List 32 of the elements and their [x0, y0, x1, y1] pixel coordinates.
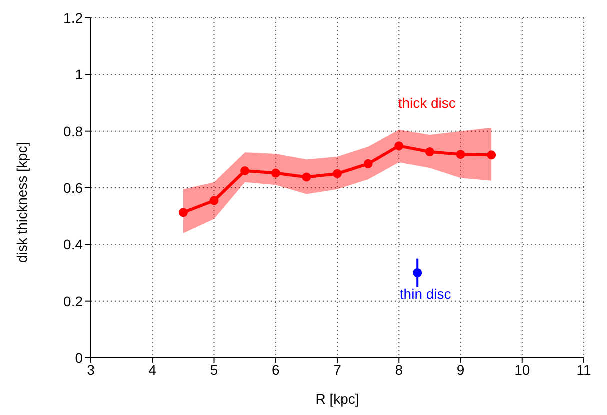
point [210, 196, 219, 206]
y-tick-label: 0.8 [64, 123, 84, 140]
x-axis-title: R [kpc] [316, 391, 360, 407]
y-tick-label: 0 [75, 350, 84, 366]
x-tick-label: 7 [334, 362, 342, 378]
point [240, 166, 250, 176]
x-tick-label: 11 [576, 362, 592, 378]
point [178, 208, 188, 218]
x-tick-label: 6 [272, 362, 280, 378]
series-label: thin disc [400, 286, 452, 302]
point [456, 150, 466, 160]
point [425, 148, 434, 157]
x-tick-label: 4 [148, 362, 157, 378]
y-tick-label: 1 [75, 66, 84, 83]
x-tick-label: 8 [395, 362, 404, 378]
y-tick-label: 0.4 [64, 236, 84, 253]
y-tick-label: 0.2 [64, 293, 84, 310]
point [364, 159, 373, 168]
y-axis-title: disk thickness [kpc] [14, 142, 30, 263]
y-tick-label: 0.6 [64, 180, 84, 196]
text: thick disc [398, 94, 456, 111]
point [333, 169, 342, 178]
point [302, 172, 312, 182]
point [271, 168, 280, 178]
y-tick-label: 1.2 [64, 10, 84, 26]
x-tick-label: 9 [456, 362, 465, 378]
x-tick-label: 5 [210, 362, 218, 378]
x-tick-label: 10 [514, 362, 530, 378]
x-tick-label: 3 [87, 362, 96, 378]
point [413, 268, 422, 278]
point [487, 150, 496, 160]
point [394, 142, 404, 151]
